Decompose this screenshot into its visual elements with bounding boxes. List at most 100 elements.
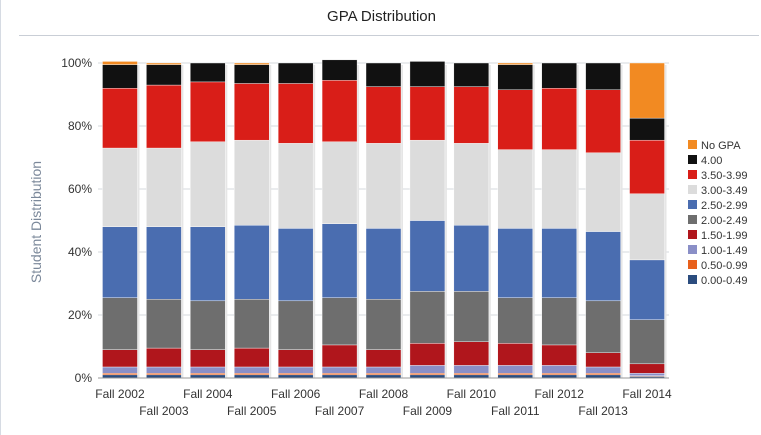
x-tick-label: Fall 2009	[403, 404, 453, 418]
bar-segment	[453, 143, 490, 226]
x-tick-label: Fall 2014	[622, 387, 672, 401]
bar-segment	[497, 64, 533, 90]
bar-segment	[585, 300, 621, 354]
legend-swatch	[688, 140, 697, 149]
bar-segment	[234, 225, 270, 300]
bar-segment	[409, 220, 446, 292]
bar-stack	[234, 62, 272, 379]
bar-segment	[629, 259, 665, 320]
bar-segment	[629, 319, 665, 365]
bar-segment	[629, 373, 665, 376]
legend: No GPA 4.00 3.50-3.99 3.00-3.49 2.50-2.99 2.0…	[688, 140, 747, 287]
bar-segment	[277, 83, 314, 144]
legend-swatch	[688, 260, 697, 269]
bar-segment	[190, 300, 226, 350]
bar-segment	[102, 147, 138, 228]
bar-stack	[365, 62, 403, 379]
bar-segment	[321, 80, 358, 142]
bar-segment	[102, 297, 138, 350]
y-tick-label: 40%	[68, 245, 92, 259]
bar-segment	[497, 62, 533, 65]
bar-segment	[277, 349, 314, 368]
bar-segment	[277, 300, 314, 350]
bar-stack	[497, 62, 535, 379]
legend-swatch	[688, 185, 697, 194]
bar-stack	[629, 62, 667, 379]
bar-segment	[453, 341, 490, 366]
bar-stack	[190, 62, 228, 379]
legend-label: 3.50-3.99	[701, 170, 747, 182]
x-tick-label: Fall 2008	[359, 387, 409, 401]
bar-stack	[146, 62, 184, 379]
bars-layer	[102, 59, 667, 379]
bar-segment	[321, 141, 358, 224]
bar-segment	[190, 226, 226, 302]
bar-segment	[585, 366, 621, 374]
bar-segment	[497, 373, 533, 376]
bar-segment	[497, 89, 533, 150]
bar-stack	[585, 62, 623, 379]
legend-swatch	[688, 155, 697, 164]
legend-label: 0.50-0.99	[701, 260, 747, 272]
bar-segment	[321, 297, 358, 346]
bar-segment	[585, 231, 621, 302]
axis-layer: 0% 20% 40% 60% 80% 100% Fall 2002 Fall 2003 Fall…	[61, 56, 672, 418]
bar-segment	[277, 62, 314, 84]
bar-segment	[277, 143, 314, 229]
bar-segment	[321, 344, 358, 368]
bar-segment	[234, 64, 270, 84]
bar-segment	[365, 228, 402, 300]
bar-segment	[146, 147, 182, 228]
bar-segment	[321, 373, 358, 376]
legend-label: 1.50-1.99	[701, 230, 747, 242]
bar-segment	[585, 352, 621, 368]
bar-segment	[409, 343, 446, 366]
bar-segment	[629, 193, 665, 261]
bar-segment	[453, 225, 490, 292]
bar-segment	[321, 223, 358, 298]
bar-segment	[629, 139, 665, 194]
bar-segment	[146, 366, 182, 374]
x-tick-label: Fall 2002	[95, 387, 145, 401]
x-tick-label: Fall 2007	[315, 404, 365, 418]
legend-label: 1.00-1.49	[701, 245, 747, 257]
legend-swatch	[688, 230, 697, 239]
bar-segment	[234, 62, 270, 65]
bar-segment	[497, 297, 533, 344]
bar-segment	[541, 373, 577, 376]
bar-segment	[234, 366, 270, 374]
y-tick-label: 80%	[68, 119, 92, 133]
legend-label: 2.50-2.99	[701, 200, 747, 212]
bar-segment	[277, 373, 314, 376]
bar-segment	[190, 349, 226, 368]
bar-segment	[541, 62, 577, 89]
bar-segment	[146, 299, 182, 349]
legend-swatch	[688, 170, 697, 179]
bar-segment	[102, 61, 138, 65]
bar-segment	[365, 143, 402, 229]
bar-segment	[146, 226, 182, 300]
bar-segment	[277, 366, 314, 374]
bar-segment	[541, 344, 577, 366]
bar-stack	[321, 59, 360, 379]
bar-segment	[541, 297, 577, 346]
bar-segment	[102, 87, 138, 149]
bar-segment	[629, 117, 665, 141]
legend-swatch	[688, 215, 697, 224]
bar-segment	[497, 365, 533, 374]
title-divider	[19, 35, 759, 36]
y-tick-label: 20%	[68, 308, 92, 322]
bar-segment	[585, 152, 621, 232]
x-tick-label: Fall 2006	[271, 387, 321, 401]
x-tick-label: Fall 2011	[491, 404, 540, 418]
x-tick-label: Fall 2005	[227, 404, 277, 418]
bar-segment	[409, 61, 446, 87]
bar-segment	[497, 149, 533, 229]
bar-segment	[190, 366, 226, 374]
bar-segment	[453, 291, 490, 342]
legend-swatch	[688, 200, 697, 209]
y-tick-label: 100%	[61, 56, 92, 70]
bar-segment	[146, 84, 182, 149]
bar-segment	[102, 349, 138, 368]
x-tick-label: Fall 2012	[535, 387, 585, 401]
